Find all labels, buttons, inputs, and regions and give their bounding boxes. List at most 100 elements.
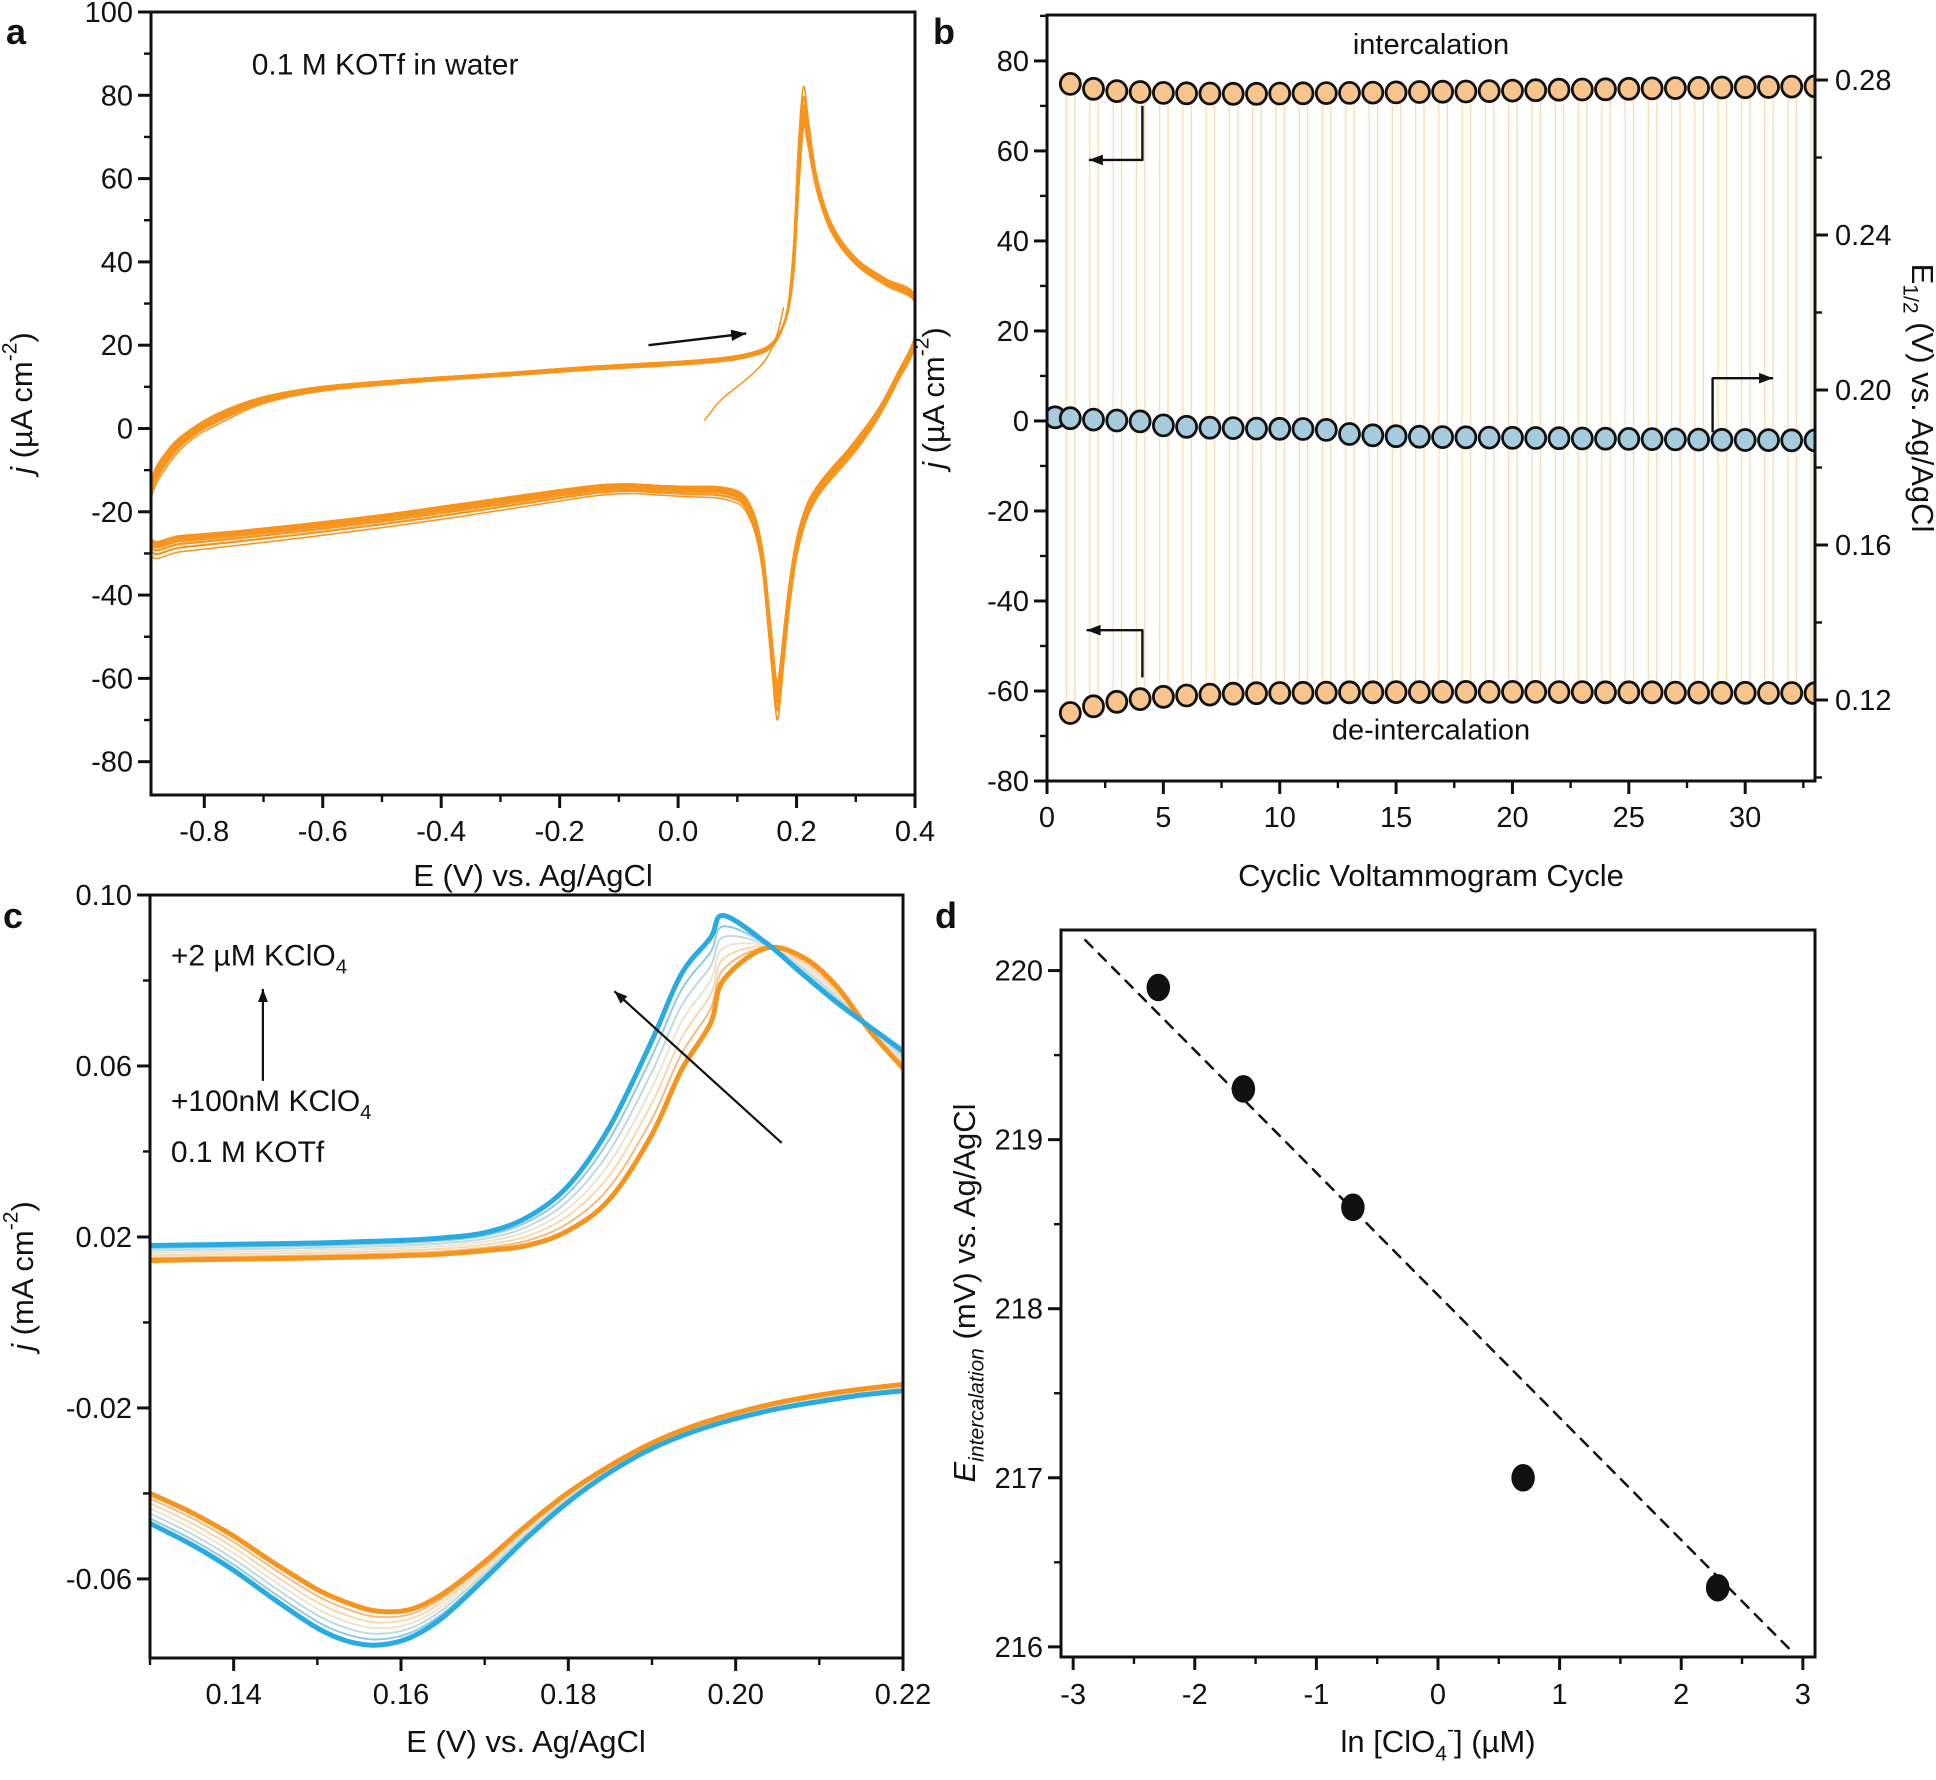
plot-area-b: intercalation de-intercalation bbox=[1046, 29, 1816, 747]
deintercalation-point bbox=[1198, 682, 1222, 707]
x-tick-label: 1 bbox=[1552, 1679, 1568, 1711]
y2-tick-label: 0.20 bbox=[1835, 375, 1891, 407]
y-tick-label: 0.06 bbox=[76, 1051, 132, 1083]
axis-ticks-b bbox=[1034, 14, 1828, 794]
intercalation-point bbox=[1757, 75, 1780, 99]
e-half-point bbox=[1477, 425, 1501, 450]
deintercalation-point bbox=[1501, 680, 1524, 704]
intercalation-point bbox=[1384, 80, 1408, 105]
y-tick-label: -20 bbox=[91, 497, 133, 529]
deintercalation-point bbox=[1780, 681, 1804, 705]
deintercalation-point bbox=[1314, 680, 1338, 705]
arrowhead bbox=[258, 989, 268, 1003]
left-axis-arrow-bottom bbox=[1086, 629, 1144, 678]
axis-ticks-a bbox=[138, 10, 917, 808]
legend-kclo4-2um: +2 µM KClO4 bbox=[171, 940, 347, 979]
intercalation-point bbox=[1547, 77, 1571, 102]
intermediate-anodic-curves bbox=[149, 934, 904, 1252]
plot-area-d bbox=[1084, 938, 1792, 1652]
x-tick-label: 0.22 bbox=[875, 1679, 931, 1711]
e-half-point bbox=[1268, 416, 1292, 441]
deintercalation-point bbox=[1687, 680, 1710, 705]
plot-frame bbox=[148, 893, 905, 1660]
intercalation-label: intercalation bbox=[1353, 29, 1509, 61]
y-axis-title-b: j (µA cm-2) bbox=[911, 327, 952, 473]
panel-letter-d: d bbox=[935, 895, 957, 936]
intercalation-point bbox=[1733, 75, 1757, 100]
e-half-point bbox=[1547, 426, 1571, 451]
e-half-point bbox=[1408, 424, 1431, 449]
intermediate-cathodic-curves bbox=[149, 1385, 904, 1624]
x-tick-label: 0 bbox=[1039, 802, 1055, 834]
y-axis-title-d: Eintercalation (mV) vs. Ag/AgCl bbox=[947, 1103, 988, 1482]
e-half-point bbox=[1454, 425, 1478, 450]
cv-cycles-cycle bbox=[150, 123, 916, 686]
intercalation-point bbox=[1361, 80, 1385, 105]
e-half-point bbox=[1314, 417, 1338, 442]
deintercalation-point bbox=[1454, 680, 1478, 704]
y-tick-label: -60 bbox=[987, 676, 1029, 708]
x-tick-label: -0.8 bbox=[179, 816, 229, 848]
e-half-point bbox=[1710, 427, 1734, 452]
e-half-point bbox=[1128, 409, 1152, 434]
kclo4-anodic-curve bbox=[149, 913, 904, 1249]
cv-cycles-cycle bbox=[150, 116, 916, 693]
e-half-point bbox=[1291, 417, 1315, 441]
intercalation-point bbox=[1245, 81, 1268, 106]
e-half-point bbox=[1082, 407, 1105, 432]
intercalation-point bbox=[1501, 78, 1524, 103]
kotf-anodic-curve bbox=[149, 944, 904, 1263]
legend-kotf: 0.1 M KOTf bbox=[171, 1136, 325, 1169]
y-tick-label: -40 bbox=[91, 580, 133, 612]
y2-tick-label: 0.24 bbox=[1835, 220, 1891, 252]
y-tick-label: 0.10 bbox=[76, 880, 132, 912]
y-tick-label: 100 bbox=[85, 0, 133, 29]
e-half-point bbox=[1361, 423, 1385, 448]
x-tick-label: 10 bbox=[1264, 802, 1296, 834]
e-half-point bbox=[1617, 426, 1641, 451]
y-tick-label: -20 bbox=[987, 496, 1029, 528]
intermediate-anodic-curves bbox=[149, 945, 904, 1257]
intercalation-point bbox=[1128, 80, 1152, 104]
e-half-point bbox=[1687, 427, 1710, 452]
y-axis-title-a: j (µA cm-2) bbox=[0, 332, 39, 478]
cv-cycles-cycle bbox=[150, 119, 916, 690]
deintercalation-label: de-intercalation bbox=[1332, 715, 1530, 747]
e-half-point bbox=[1338, 422, 1361, 446]
electrolyte-annotation: 0.1 M KOTf in water bbox=[252, 49, 519, 82]
e-intercalation-point bbox=[1231, 1075, 1256, 1103]
linear-fit-line bbox=[1084, 938, 1792, 1652]
e-half-point bbox=[1570, 426, 1594, 451]
x-tick-label: 0 bbox=[1430, 1679, 1446, 1711]
deintercalation-point bbox=[1408, 680, 1431, 704]
cv-cycles-cycle bbox=[150, 123, 916, 686]
x-tick-label: 20 bbox=[1496, 802, 1528, 834]
intercalation-point bbox=[1152, 81, 1175, 105]
arrowhead bbox=[1088, 154, 1103, 166]
intercalation-point bbox=[1198, 81, 1222, 106]
y2-tick-label: 0.12 bbox=[1835, 685, 1891, 717]
deintercalation-point bbox=[1361, 680, 1385, 705]
kclo4-cathodic-curve bbox=[149, 1388, 904, 1648]
intercalation-point bbox=[1454, 79, 1478, 104]
e-half-point bbox=[1245, 416, 1268, 441]
deintercalation-point bbox=[1664, 680, 1687, 705]
intermediate-cathodic-curves bbox=[149, 1387, 904, 1635]
intercalation-point bbox=[1175, 81, 1198, 106]
e-intercalation-point bbox=[1511, 1464, 1535, 1492]
y-tick-label: 0 bbox=[117, 413, 133, 445]
panel-d: -3 -2 -1 0 1 2 3 216 217 218 219 220 ln [ClO4-] (µM)… bbox=[935, 895, 1817, 1765]
e-half-point bbox=[1757, 428, 1780, 453]
deintercalation-point bbox=[1594, 680, 1617, 705]
y-tick-label: 219 bbox=[995, 1125, 1043, 1157]
plot-frame bbox=[1045, 13, 1817, 783]
y-tick-label: 0.02 bbox=[76, 1222, 132, 1254]
x-tick-label: 0.14 bbox=[205, 1679, 261, 1711]
intercalation-point bbox=[1268, 81, 1292, 106]
y2-tick-label: 0.16 bbox=[1835, 530, 1891, 562]
x-tick-label: -0.4 bbox=[416, 816, 466, 848]
x-tick-label: 0.20 bbox=[707, 1679, 763, 1711]
intercalation-point bbox=[1617, 76, 1641, 101]
deintercalation-point bbox=[1058, 701, 1082, 725]
